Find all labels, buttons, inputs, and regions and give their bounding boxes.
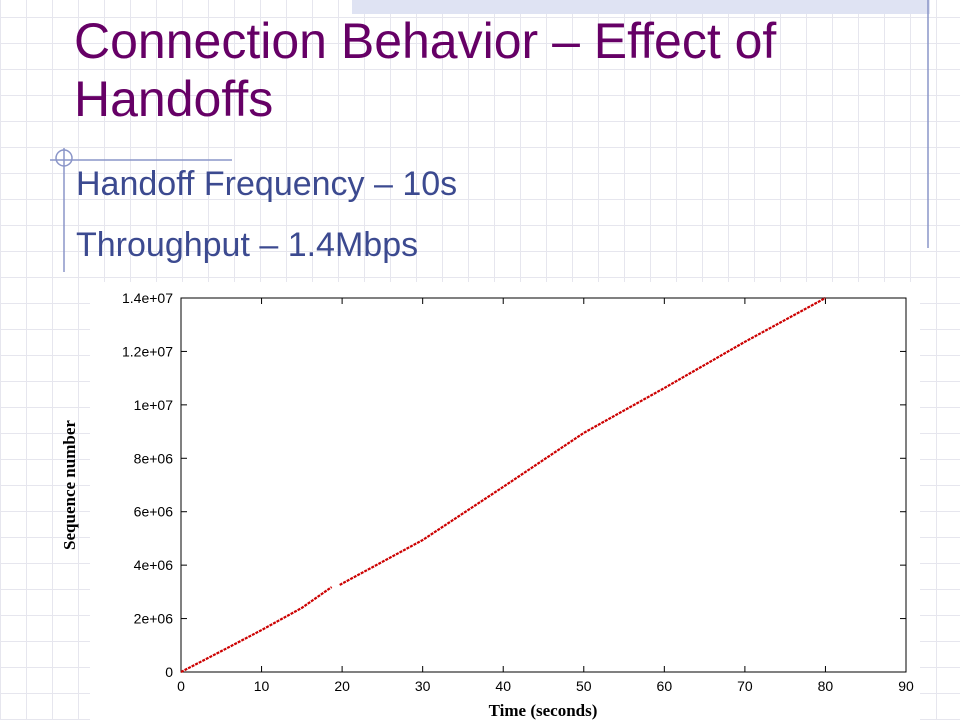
slide-title: Connection Behavior – Effect of Handoffs xyxy=(74,13,777,127)
x-tick-label: 10 xyxy=(254,678,270,694)
x-tick-label: 70 xyxy=(737,678,753,694)
x-tick-label: 40 xyxy=(495,678,511,694)
x-tick-label: 0 xyxy=(177,678,185,694)
x-tick-label: 50 xyxy=(576,678,592,694)
x-tick-label: 90 xyxy=(898,678,914,694)
x-tick-label: 30 xyxy=(415,678,431,694)
y-tick-label: 1.4e+07 xyxy=(122,290,173,306)
y-tick-label: 8e+06 xyxy=(134,450,174,466)
bullet: Handoff Frequency – 10s xyxy=(76,165,458,203)
y-tick-label: 1e+07 xyxy=(134,397,174,413)
y-tick-label: 0 xyxy=(165,664,173,680)
y-axis-label: Sequence number xyxy=(60,420,79,550)
x-tick-label: 60 xyxy=(657,678,673,694)
bullet: Throughput – 1.4Mbps xyxy=(76,226,419,264)
plot-frame xyxy=(180,297,907,673)
y-tick-label: 4e+06 xyxy=(134,557,174,573)
y-tick-label: 2e+06 xyxy=(134,611,174,627)
y-tick-label: 1.2e+07 xyxy=(122,343,173,359)
header-band xyxy=(352,0,930,14)
x-axis-label: Time (seconds) xyxy=(489,701,598,720)
y-tick-label: 6e+06 xyxy=(134,504,174,520)
ornament xyxy=(55,149,73,167)
x-tick-label: 20 xyxy=(334,678,350,694)
x-tick-label: 80 xyxy=(818,678,834,694)
data-line xyxy=(180,297,826,673)
